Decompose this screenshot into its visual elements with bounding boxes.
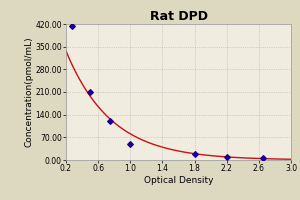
Point — [128, 142, 133, 145]
Point — [88, 90, 92, 94]
Point — [260, 157, 265, 160]
Point — [108, 120, 112, 123]
Point — [192, 153, 197, 156]
Point — [224, 155, 229, 158]
X-axis label: Optical Density: Optical Density — [144, 176, 213, 185]
Point — [69, 24, 74, 27]
Y-axis label: Concentration(pmol/mL): Concentration(pmol/mL) — [25, 37, 34, 147]
Title: Rat DPD: Rat DPD — [149, 10, 208, 23]
